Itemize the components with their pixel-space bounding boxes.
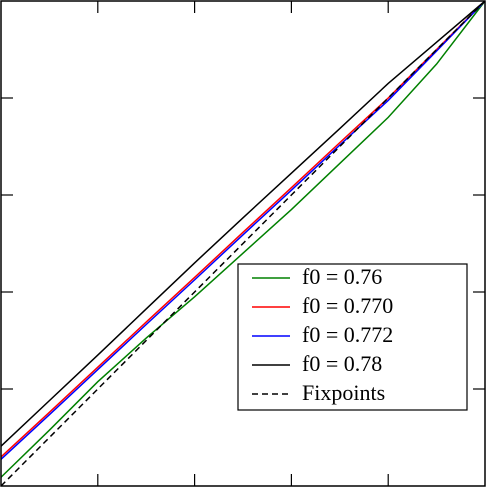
legend-label: f0 = 0.772 (302, 322, 393, 347)
legend-box (237, 263, 468, 411)
legend-label: Fixpoints (302, 380, 385, 405)
series-line (0, 0, 486, 460)
legend-label: f0 = 0.770 (302, 293, 393, 318)
legend-label: f0 = 0.76 (302, 264, 382, 289)
series-line (0, 0, 486, 447)
legend-label: f0 = 0.78 (302, 351, 382, 376)
